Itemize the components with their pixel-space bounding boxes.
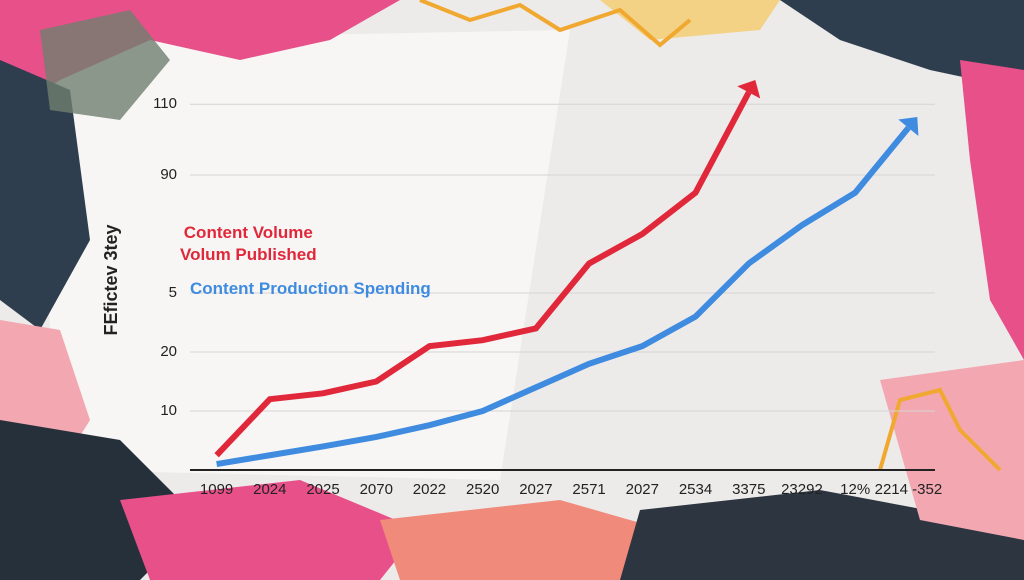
x-tick-label: 2022	[413, 481, 446, 498]
x-tick-label: 2571	[572, 481, 605, 498]
x-tick-label: 2534	[679, 481, 712, 498]
x-tick-label: 2070	[360, 481, 393, 498]
arrow-head	[898, 116, 919, 137]
series-line	[214, 90, 752, 458]
x-tick-label: 2025	[306, 481, 339, 498]
x-tick-label: 2024	[253, 481, 286, 498]
y-tick-label: 20	[160, 343, 177, 360]
y-tick-label: 90	[160, 166, 177, 183]
y-tick-label: 110	[153, 95, 177, 112]
y-axis-title: FEfictev 3tey	[101, 224, 121, 335]
x-tick-label: 23292	[781, 481, 823, 498]
arrow-head	[737, 80, 761, 99]
x-tick-label: 2214 -352	[875, 481, 943, 498]
y-tick-label: 10	[160, 402, 177, 419]
legend-entry: Content Production Spending	[190, 279, 431, 298]
x-tick-label: 2520	[466, 481, 499, 498]
series-line	[216, 125, 911, 468]
x-tick-label: 1099	[200, 481, 233, 498]
y-tick-label: 5	[169, 284, 177, 301]
x-tick-label: 12%	[840, 481, 870, 498]
x-tick-label: 3375	[732, 481, 765, 498]
x-tick-label: 2027	[626, 481, 659, 498]
x-tick-label: 2027	[519, 481, 552, 498]
legend-entry: Content Volume Volum Published	[180, 223, 317, 264]
